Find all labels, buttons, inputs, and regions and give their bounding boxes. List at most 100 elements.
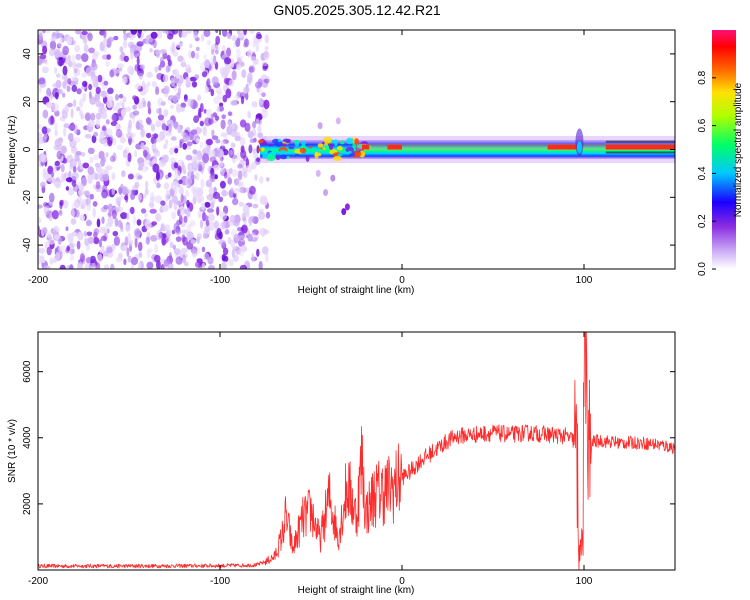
speckle-mark [155,86,160,95]
snr-panel: 2000 4000 6000 -200 -100 0 100 Height of stra… [7,331,676,596]
speckle-mark [220,140,226,147]
speckle-mark [173,121,179,130]
speckle-mark [46,246,52,256]
band-blob [277,138,281,143]
speckle-mark [54,160,60,167]
speckle-mark [205,138,213,146]
speckle-mark [191,185,195,194]
speckle-mark [122,95,127,103]
speckle-mark [122,76,128,84]
isolated-blobs [315,117,350,216]
speckle-mark [236,180,242,188]
speckle-mark [102,156,107,163]
speckle-mark [207,256,214,265]
speckle-mark [62,45,69,56]
speckle-mark [97,253,103,263]
band-blob [260,147,265,152]
speckle-mark [67,60,73,68]
speckle-mark [232,198,239,206]
speckle-mark [255,42,259,53]
speckle-mark [138,72,143,80]
speckle-mark [61,50,68,59]
speckle-mark [123,33,128,41]
speckle-mark [261,109,268,119]
speckle-mark [220,119,226,130]
speckle-mark [146,250,151,259]
speckle-mark [75,30,81,35]
speckle-mark [74,152,80,162]
speckle-mark [207,208,214,213]
speckle-mark [83,38,88,45]
speckle-mark [65,186,69,191]
speckle-mark [70,218,77,225]
speckle-mark [61,75,65,80]
speckle-mark [144,188,149,196]
snr-frame [37,331,676,571]
speckle-mark [75,63,83,68]
speckle-mark [136,123,144,130]
speckle-mark [124,236,129,246]
speckle-mark [54,138,61,148]
speckle-mark [162,204,169,212]
speckle-mark [171,211,177,220]
speckle-mark [234,188,242,193]
speckle-mark [186,223,192,232]
speckle-mark [121,170,126,178]
speckle-mark [150,31,158,39]
speckle-mark [54,67,58,74]
speckle-mark [241,212,247,219]
band-blob [336,146,343,151]
speckle-mark [218,158,224,168]
speckle-mark [96,218,101,228]
speckle-mark [59,201,63,210]
speckle-mark [177,209,181,217]
speckle-mark [140,90,147,96]
speckle-mark [243,42,248,48]
speckle-mark [66,157,70,164]
speckle-mark [52,83,60,88]
speckle-mark [83,44,89,53]
speckle-mark [162,74,169,83]
speckle-mark [119,137,127,144]
speckle-mark [103,80,109,86]
speckle-mark [204,86,209,94]
speckle-mark [163,109,169,117]
speckle-mark [66,36,73,45]
speckle-mark [79,214,86,221]
speckle-mark [261,78,269,88]
speckle-mark [56,88,63,95]
speckle-mark [115,129,123,138]
speckle-mark [250,56,257,61]
speckle-mark [201,246,206,253]
colorbar-label: Normalized spectral amplitude [733,82,744,217]
speckle-mark [65,226,69,231]
speckle-mark [198,161,202,166]
speckle-mark [77,262,83,269]
speckle-mark [56,33,64,38]
band-blob [279,154,288,160]
speckle-mark [79,109,83,117]
speckle-mark [38,144,42,151]
speckle-mark [106,246,113,254]
speckle-mark [42,45,48,55]
y-tick-label: 20 [22,96,33,108]
speckle-mark [251,162,257,170]
band-blob [332,156,342,161]
speckle-mark [185,154,193,161]
speckle-mark [175,42,183,49]
speckle-mark [182,236,188,246]
speckle-mark [246,187,250,193]
band-blob [345,146,355,153]
speckle-mark [222,247,229,256]
speckle-mark [111,187,115,195]
speckle-mark [127,173,134,180]
x-tick-label: 0 [399,576,405,587]
speckle-mark [124,106,132,112]
speckle-mark [184,76,191,85]
speckle-mark [216,206,220,216]
speckle-mark [118,187,123,195]
speckle-mark [50,36,57,42]
snr-y-ticks: 2000 4000 6000 [22,360,675,515]
speckle-mark [155,49,161,59]
speckle-mark [105,119,110,125]
